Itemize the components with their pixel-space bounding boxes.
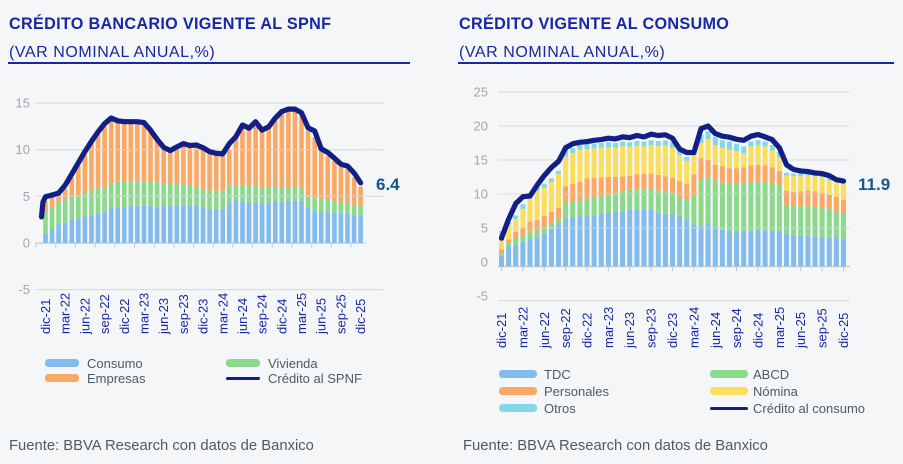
- svg-text:sep-22: sep-22: [97, 294, 112, 334]
- svg-text:jun-24: jun-24: [235, 298, 250, 335]
- svg-text:dic-23: dic-23: [665, 313, 680, 348]
- svg-text:0: 0: [481, 255, 488, 270]
- svg-text:mar-24: mar-24: [686, 307, 701, 348]
- svg-text:dic-24: dic-24: [274, 299, 289, 334]
- svg-text:15: 15: [16, 96, 30, 111]
- svg-text:6.4: 6.4: [376, 175, 400, 194]
- svg-text:mar-25: mar-25: [294, 293, 309, 334]
- svg-text:mar-23: mar-23: [137, 293, 152, 334]
- svg-text:-5: -5: [476, 289, 488, 304]
- svg-text:sep-24: sep-24: [729, 308, 744, 348]
- svg-text:dic-21: dic-21: [38, 299, 53, 334]
- svg-text:dic-22: dic-22: [117, 299, 132, 334]
- svg-text:15: 15: [474, 153, 488, 168]
- svg-text:jun-25: jun-25: [793, 312, 808, 349]
- svg-text:jun-22: jun-22: [77, 298, 92, 335]
- svg-text:jun-24: jun-24: [708, 312, 723, 349]
- svg-text:mar-23: mar-23: [601, 307, 616, 348]
- svg-text:sep-23: sep-23: [644, 308, 659, 348]
- svg-text:jun-25: jun-25: [314, 298, 329, 335]
- svg-text:mar-24: mar-24: [215, 293, 230, 334]
- svg-text:10: 10: [16, 142, 30, 157]
- svg-text:5: 5: [23, 189, 30, 204]
- svg-text:dic-25: dic-25: [836, 313, 851, 348]
- svg-text:dic-21: dic-21: [494, 313, 509, 348]
- svg-text:11.9: 11.9: [858, 175, 890, 194]
- svg-text:10: 10: [474, 187, 488, 202]
- svg-text:jun-23: jun-23: [622, 312, 637, 349]
- svg-text:sep-24: sep-24: [255, 294, 270, 334]
- svg-text:dic-25: dic-25: [353, 299, 368, 334]
- svg-text:dic-24: dic-24: [751, 313, 766, 348]
- svg-text:sep-25: sep-25: [815, 308, 830, 348]
- svg-text:jun-22: jun-22: [537, 312, 552, 349]
- svg-text:dic-23: dic-23: [196, 299, 211, 334]
- svg-text:sep-23: sep-23: [176, 294, 191, 334]
- svg-text:sep-22: sep-22: [558, 308, 573, 348]
- svg-text:mar-25: mar-25: [772, 307, 787, 348]
- svg-text:mar-22: mar-22: [58, 293, 73, 334]
- svg-text:mar-22: mar-22: [515, 307, 530, 348]
- svg-text:-5: -5: [18, 282, 30, 297]
- svg-text:5: 5: [481, 221, 488, 236]
- svg-text:25: 25: [474, 85, 488, 100]
- svg-text:20: 20: [474, 119, 488, 134]
- svg-text:0: 0: [23, 236, 30, 251]
- svg-text:dic-22: dic-22: [580, 313, 595, 348]
- svg-text:sep-25: sep-25: [333, 294, 348, 334]
- svg-text:jun-23: jun-23: [156, 298, 171, 335]
